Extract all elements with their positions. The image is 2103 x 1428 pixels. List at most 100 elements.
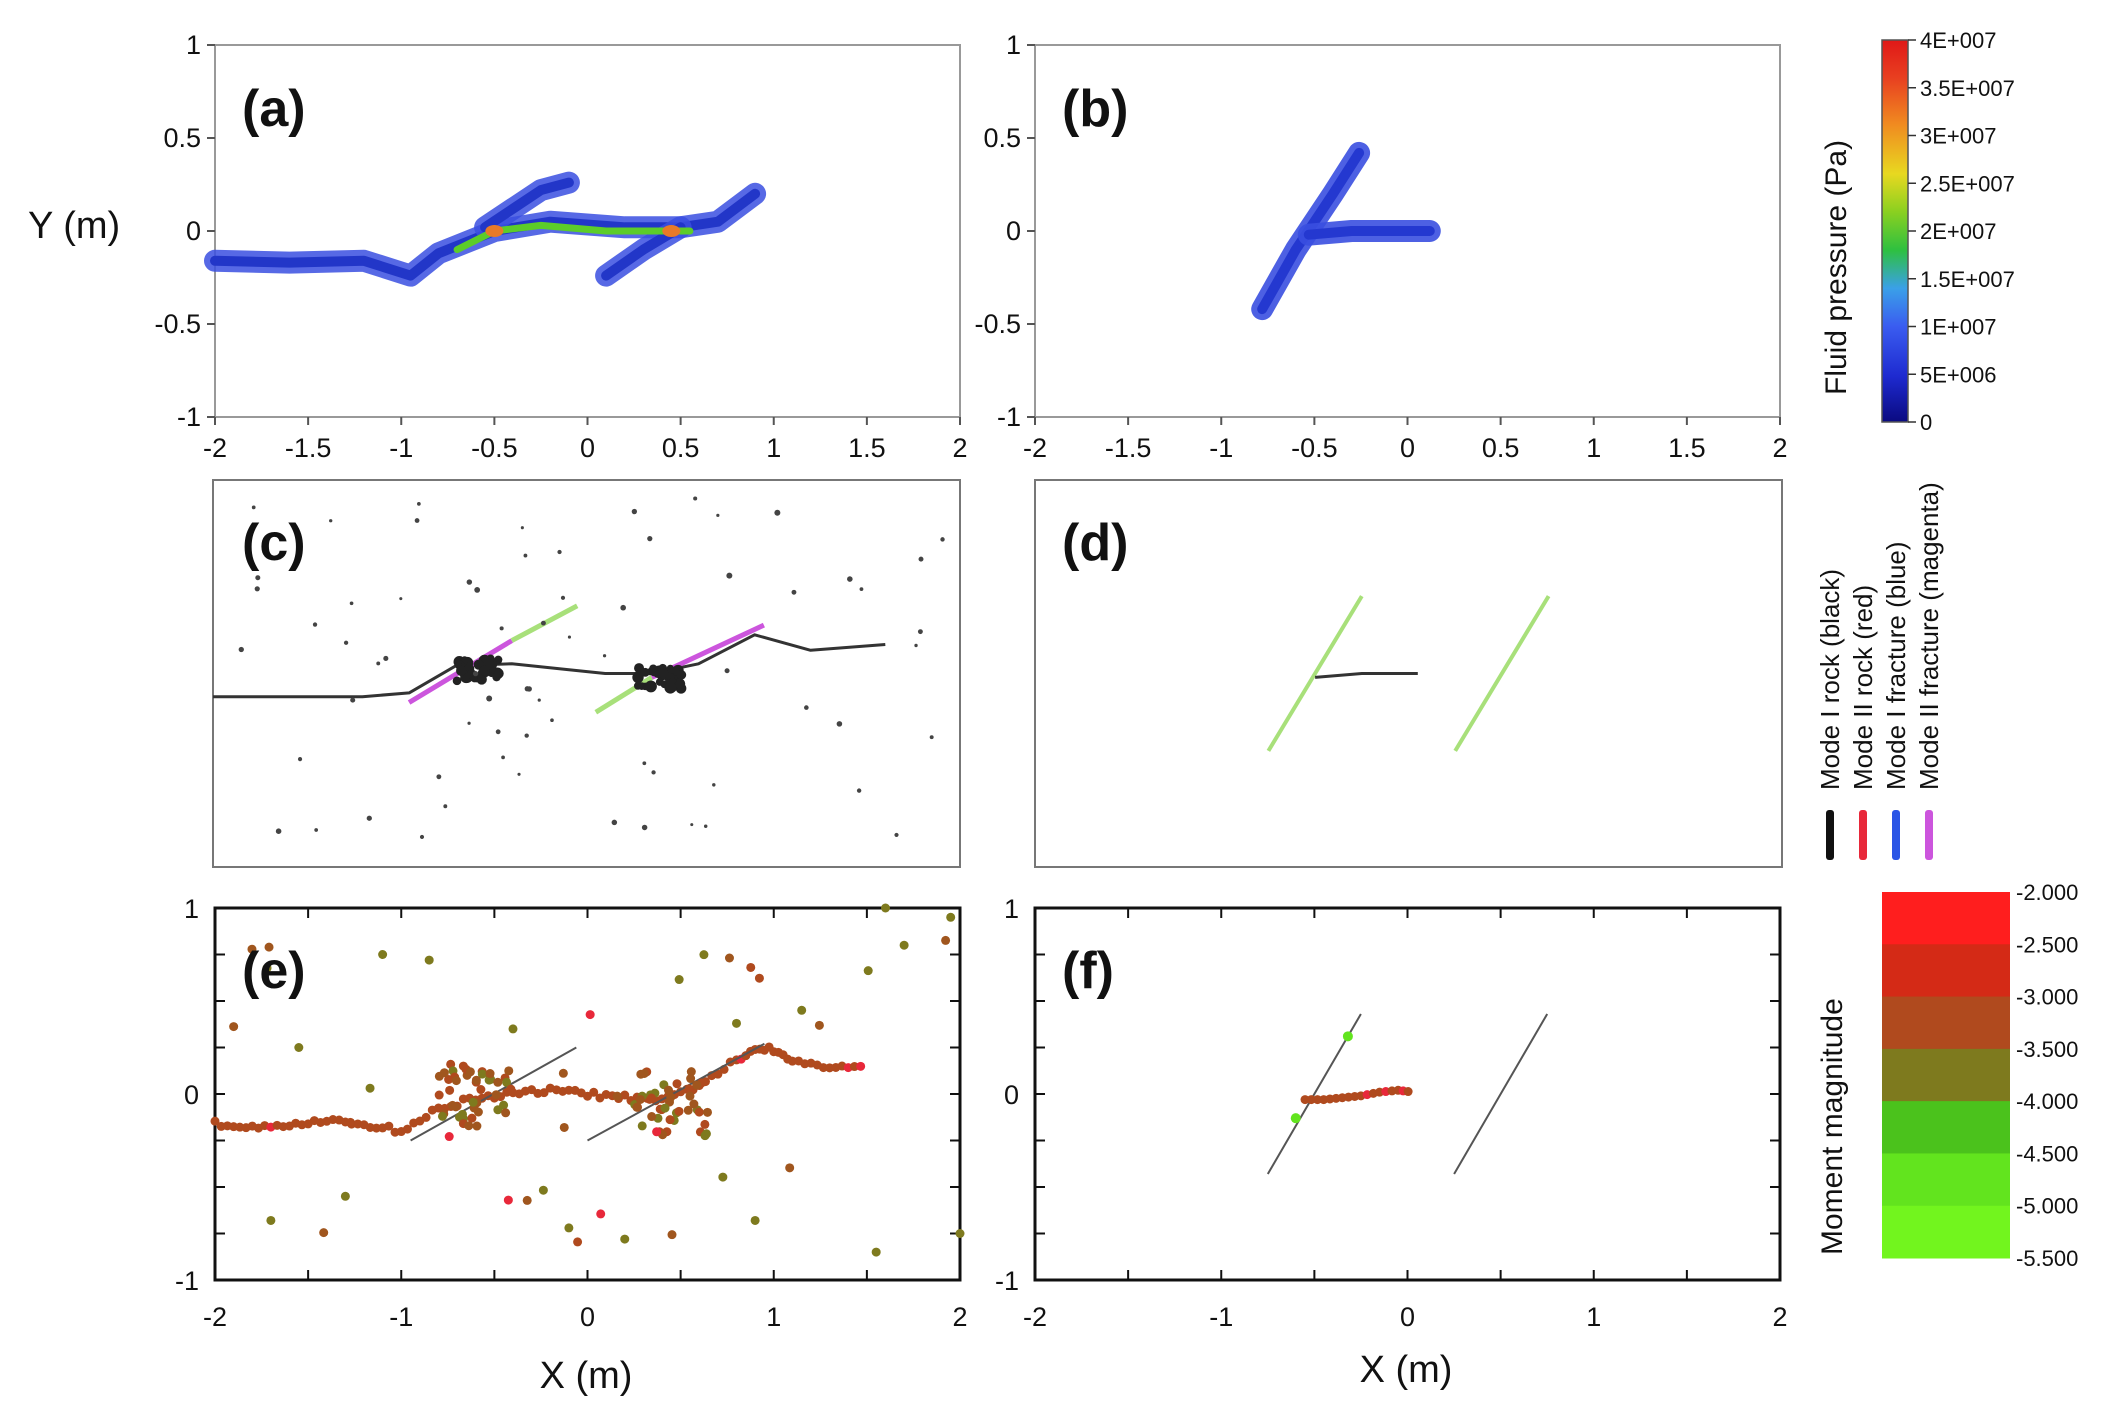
y-tick-label: 0: [1004, 1080, 1019, 1110]
x-axis-label-e: X (m): [540, 1355, 633, 1397]
crack-scatter-point: [417, 502, 421, 506]
event-cluster-point: [637, 1121, 647, 1131]
x-axis-label-f: X (m): [1360, 1349, 1453, 1391]
crack-scatter-point: [495, 729, 501, 735]
event-scatter-point: [522, 1195, 532, 1205]
event-scatter-point: [955, 1229, 965, 1238]
panel-a-plot: [204, 171, 767, 287]
crack-scatter-point: [251, 505, 256, 510]
mode-legend-label: Mode II fracture (magenta): [1914, 482, 1944, 790]
event-cluster-point: [700, 1119, 710, 1129]
panel-c-frame: [212, 479, 961, 868]
event-scatter-point: [732, 1018, 741, 1028]
event-scatter-point: [724, 953, 734, 963]
crack-scatter-point: [724, 668, 730, 674]
crack-scatter-point: [560, 595, 566, 600]
crack-scatter-point: [350, 697, 356, 703]
event-scatter-point: [444, 1132, 454, 1142]
crack-scatter-point: [804, 705, 809, 710]
event-cluster-point: [647, 1112, 657, 1122]
crack-cluster-point: [476, 674, 487, 685]
magnitude-colorbar-tick-label: -3.000: [2016, 985, 2078, 1010]
crack-scatter-point: [486, 695, 493, 702]
event-scatter-point: [699, 950, 709, 960]
crack-scatter-point: [523, 553, 528, 558]
event-cluster-point: [502, 1077, 512, 1087]
event-cluster-point: [485, 1069, 495, 1079]
event-cluster-point: [484, 1075, 494, 1085]
event-cluster-point: [444, 1075, 454, 1085]
event-point: [620, 1090, 630, 1100]
event-point: [1306, 1095, 1316, 1105]
y-tick-label: 1: [1004, 894, 1019, 924]
event-point: [539, 1088, 549, 1098]
crack-scatter-point: [647, 536, 653, 542]
event-scatter-point: [365, 1083, 375, 1093]
crack-scatter-point: [712, 783, 716, 787]
crack-scatter-point: [550, 718, 554, 723]
event-scatter-point: [750, 1215, 760, 1225]
pressure-colorbar-tick-label: 2E+007: [1920, 219, 1996, 244]
event-cluster-point: [666, 1092, 676, 1102]
panel-label-a: (a): [242, 80, 306, 138]
crack-scatter-point: [254, 586, 260, 592]
mode-legend-swatch: [1892, 810, 1900, 860]
event-scatter-point: [814, 1020, 824, 1030]
event-cluster-point: [434, 1090, 444, 1100]
event-scatter-point: [754, 973, 764, 983]
event-scatter-point: [319, 1228, 329, 1238]
crack-path-mode-i-rock: [213, 633, 886, 699]
x-tick-label: -0.5: [1291, 433, 1338, 463]
y-tick-label: 0.5: [983, 123, 1021, 153]
event-scatter-point: [573, 1237, 583, 1247]
x-tick-label: -1: [1209, 1302, 1233, 1332]
event-cluster-point: [445, 1085, 455, 1095]
crack-scatter-point: [472, 670, 479, 677]
event-scatter-point: [881, 903, 890, 913]
event-cluster-point: [439, 1068, 449, 1078]
event-scatter-point: [596, 1209, 606, 1219]
event-scatter-point: [266, 1215, 276, 1225]
x-tick-label: -2: [203, 1302, 227, 1332]
crack-scatter-point: [414, 518, 420, 523]
panel-label-b: (b): [1062, 80, 1128, 138]
event-cluster-point: [465, 1067, 475, 1077]
event-scatter-point: [451, 1076, 461, 1086]
crack-scatter-point: [641, 824, 648, 831]
pressure-colorbar-ticks: 4E+007 3.5E+007 3E+007 2.5E+007 2E+007 1.5E+0…: [1908, 28, 2015, 435]
crack-scatter-point: [296, 532, 301, 536]
crack-scatter-point: [436, 774, 442, 780]
y-tick-label: 0.5: [163, 123, 201, 153]
magnitude-colorbar-segment: [1882, 1048, 2010, 1102]
pressure-colorbar-bar: [1881, 39, 1909, 423]
event-point: [713, 1069, 723, 1079]
x-tick-label: 2: [952, 433, 967, 463]
pressure-colorbar-title: Fluid pressure (Pa): [1820, 140, 1853, 395]
event-point: [856, 1061, 866, 1071]
mode-legend-swatch: [1826, 810, 1834, 860]
crack-cluster-point: [675, 680, 684, 690]
event-scatter-point: [559, 1122, 569, 1132]
event-scatter-point: [674, 975, 684, 985]
crack-scatter-point: [642, 761, 647, 766]
event-scatter-point: [667, 1230, 677, 1240]
event-cluster-point: [493, 1077, 503, 1087]
event-scatter-point: [294, 1043, 304, 1052]
fracture-line: [587, 1042, 765, 1142]
event-point: [384, 1121, 394, 1131]
crack-scatter-point: [894, 832, 899, 838]
x-tick-label: 1: [1586, 1302, 1601, 1332]
crack-scatter-point: [726, 572, 733, 579]
event-scatter-point: [746, 962, 756, 972]
event-scatter-point: [871, 1247, 881, 1257]
event-cluster-point: [646, 1093, 656, 1103]
crack-scatter-point: [238, 646, 244, 653]
event-cluster-point: [686, 1074, 696, 1084]
y-tick-label: -1: [995, 1266, 1019, 1296]
crack-scatter-point: [847, 576, 853, 582]
crack-scatter-point: [716, 513, 720, 517]
pressure-colorbar-tick-label: 3E+007: [1920, 124, 1996, 149]
event-cluster-point: [665, 1115, 675, 1125]
event-scatter-point: [508, 1024, 518, 1034]
event-scatter-point: [424, 955, 434, 965]
